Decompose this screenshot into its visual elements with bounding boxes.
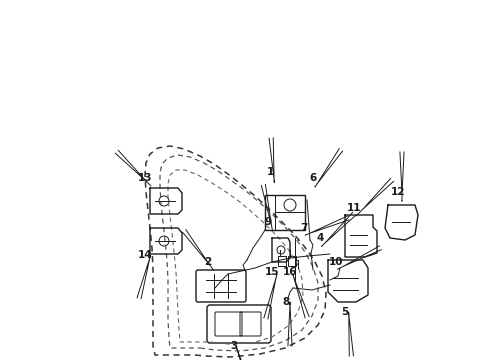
Text: 13: 13 — [138, 173, 152, 183]
Text: 7: 7 — [300, 223, 308, 233]
Text: 4: 4 — [317, 233, 324, 243]
Text: 1: 1 — [267, 167, 273, 177]
Text: 12: 12 — [391, 187, 405, 197]
Text: 6: 6 — [309, 173, 317, 183]
Text: 5: 5 — [342, 307, 348, 317]
Text: 2: 2 — [204, 257, 212, 267]
Text: 9: 9 — [265, 217, 271, 227]
Text: 15: 15 — [265, 267, 279, 277]
Text: 3: 3 — [230, 341, 238, 351]
Text: 11: 11 — [347, 203, 361, 213]
Text: 8: 8 — [282, 297, 290, 307]
Text: 14: 14 — [138, 250, 152, 260]
Text: 10: 10 — [329, 257, 343, 267]
Bar — [278, 256, 286, 266]
Bar — [288, 256, 296, 266]
Text: 16: 16 — [283, 267, 297, 277]
